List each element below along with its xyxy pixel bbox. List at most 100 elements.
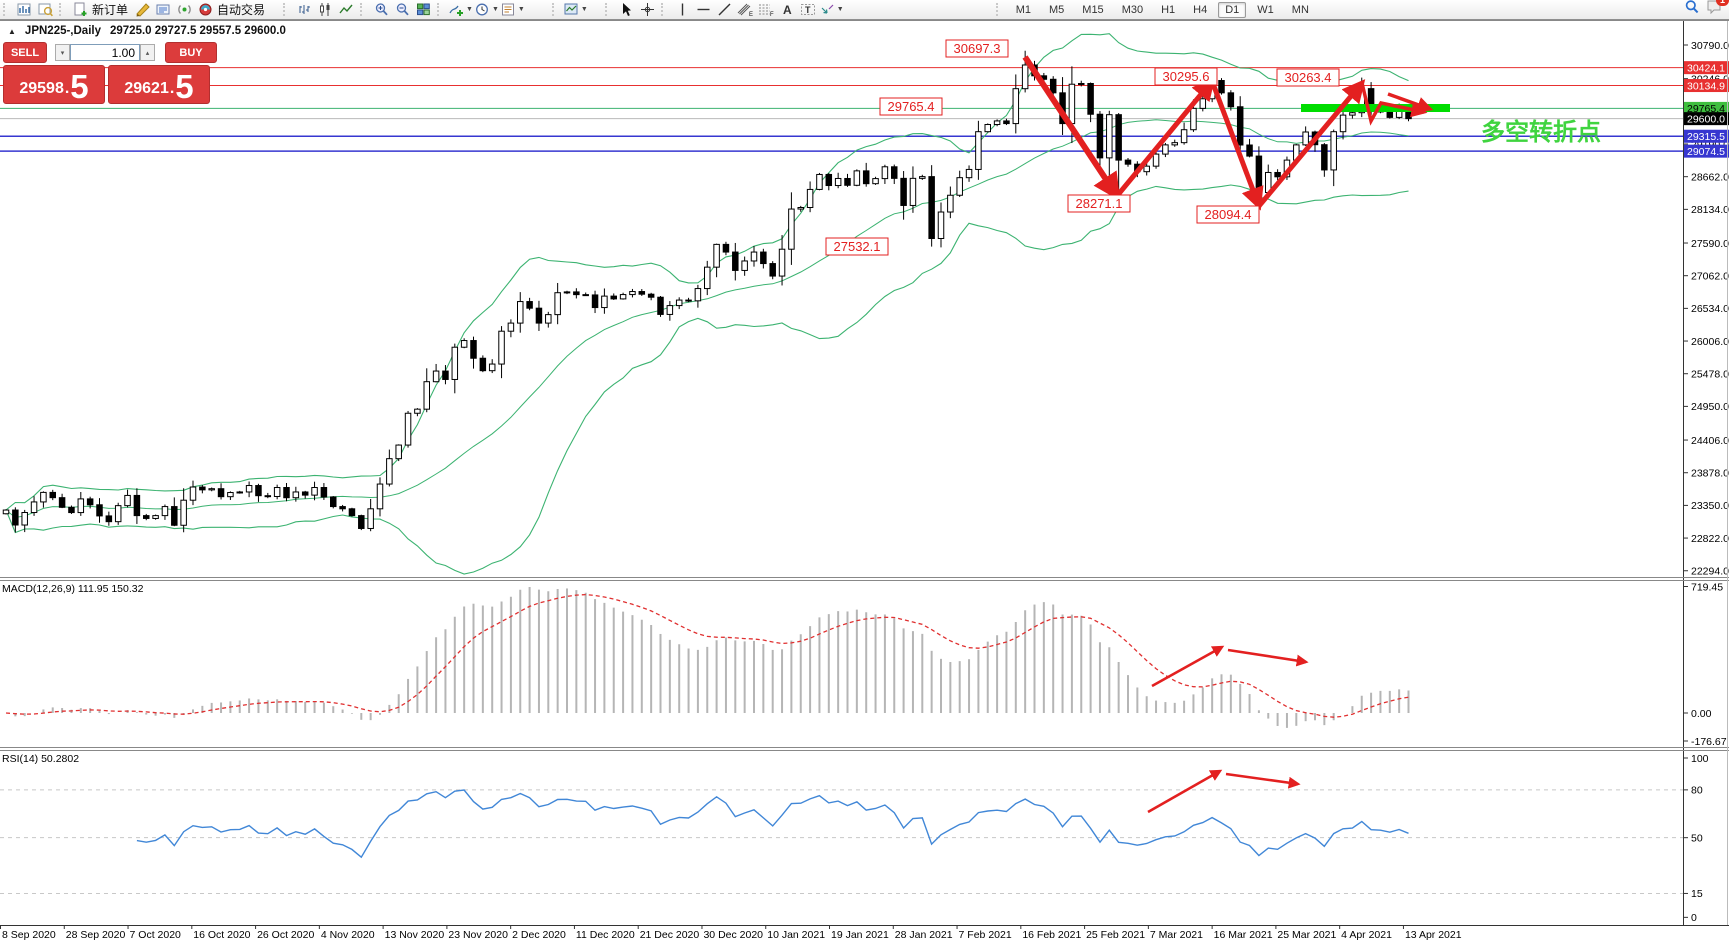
new-chart-icon[interactable]	[14, 1, 35, 18]
text-tool-icon[interactable]: A	[782, 2, 792, 17]
svg-text:0: 0	[1691, 912, 1697, 924]
indicators-icon[interactable]: ▼	[448, 1, 474, 18]
trendline-tool-icon[interactable]	[714, 1, 735, 18]
axis-price-badge	[1684, 144, 1729, 158]
signal-icon[interactable]	[174, 1, 195, 18]
date-tick-label: 26 Oct 2020	[257, 929, 314, 941]
tab-timeframe-d1[interactable]: D1	[1218, 1, 1247, 18]
buy-price-pip: 5	[175, 67, 194, 105]
svg-text:29315.5: 29315.5	[1687, 131, 1725, 143]
toolbar-grip	[995, 3, 1004, 16]
tab-timeframe-w1[interactable]: W1	[1257, 3, 1274, 16]
svg-text:15: 15	[1691, 888, 1703, 900]
buy-price-box[interactable]: 29621. 5	[108, 65, 210, 104]
main-toolbar: 新订单 自动交易 ▼ ▼ ▼	[0, 0, 1729, 20]
tab-timeframe-m15[interactable]: M15	[1082, 3, 1104, 16]
trend-arrow	[1209, 80, 1264, 211]
cursor-icon[interactable]	[616, 1, 637, 18]
tab-timeframe-m5[interactable]: M5	[1049, 3, 1065, 16]
volume-input[interactable]	[70, 44, 140, 61]
trend-arrow	[1022, 55, 1121, 202]
arrows-tool-icon[interactable]: ▼	[819, 1, 845, 18]
zoom-in-icon[interactable]	[371, 1, 392, 18]
toolbar-grip	[551, 3, 560, 16]
svg-text:F: F	[770, 12, 774, 17]
svg-text:24950.0: 24950.0	[1691, 401, 1729, 413]
axis-price-badge	[1684, 79, 1729, 93]
tab-timeframe-mn[interactable]: MN	[1291, 3, 1309, 16]
sell-price-dot: .	[64, 80, 70, 97]
date-tick-label: 28 Jan 2021	[895, 929, 953, 941]
svg-text:28134.0: 28134.0	[1691, 204, 1729, 216]
date-tick-label: 10 Jan 2021	[767, 929, 825, 941]
trend-arrow	[1115, 77, 1216, 198]
tile-windows-icon[interactable]	[413, 1, 434, 18]
date-tick-label: 13 Nov 2020	[385, 929, 445, 941]
terminal-icon[interactable]	[153, 1, 174, 18]
sell-price: 29598	[19, 80, 64, 97]
tab-timeframe-h4[interactable]: H4	[1193, 3, 1208, 16]
chart-profile-icon[interactable]: ▼	[563, 1, 589, 18]
annotation-text: 多空转折点	[1481, 118, 1601, 146]
search-icon[interactable]	[1684, 0, 1700, 20]
svg-text:29600.0: 29600.0	[1687, 113, 1725, 125]
horizontal-line-tool-icon[interactable]	[693, 1, 714, 18]
volume-increase-button[interactable]: ▴	[140, 44, 155, 61]
notifications-icon[interactable]: 1	[1706, 0, 1729, 20]
candlestick-chart-type-icon[interactable]	[315, 1, 336, 18]
main-pane-layer: 多空转折点	[2, 33, 1601, 575]
fibonacci-tool-icon[interactable]: F	[756, 1, 777, 18]
date-tick-label: 16 Oct 2020	[193, 929, 250, 941]
svg-text:23350.0: 23350.0	[1691, 500, 1729, 512]
one-click-trading-panel: SELL ▾ ▴ BUY 29598.5 29621.5	[3, 42, 217, 104]
sell-price-pip: 5	[70, 67, 89, 105]
periods-icon[interactable]: ▼	[474, 1, 500, 18]
line-chart-type-icon[interactable]	[336, 1, 357, 18]
date-tick-label: 8 Sep 2020	[2, 929, 56, 941]
crosshair-icon[interactable]	[637, 1, 658, 18]
autotrade-icon[interactable]	[195, 1, 216, 18]
vertical-line-tool-icon[interactable]	[672, 1, 693, 18]
bar-chart-type-icon[interactable]	[294, 1, 315, 18]
templates-icon[interactable]: ▼	[500, 1, 526, 18]
axis-price-badge	[1684, 129, 1729, 143]
svg-text:E: E	[749, 12, 753, 17]
svg-text:-176.67: -176.67	[1691, 736, 1727, 748]
svg-text:30263.4: 30263.4	[1285, 70, 1332, 85]
svg-text:30424.1: 30424.1	[1687, 62, 1725, 74]
profiles-window-icon[interactable]	[35, 1, 56, 18]
svg-text:28271.1: 28271.1	[1076, 196, 1123, 211]
editor-icon[interactable]	[132, 1, 153, 18]
axis-price-badge	[1684, 61, 1729, 75]
svg-text:80: 80	[1691, 785, 1703, 797]
date-tick-label: 23 Nov 2020	[448, 929, 508, 941]
channel-tool-icon[interactable]: E	[735, 1, 756, 18]
buy-button[interactable]: BUY	[165, 42, 217, 63]
volume-decrease-button[interactable]: ▾	[55, 44, 70, 61]
svg-text:29765.4: 29765.4	[888, 99, 935, 114]
trend-arrow	[1387, 92, 1434, 113]
window-collapse-icon[interactable]: ▲	[8, 26, 16, 36]
label-tool-icon[interactable]: T	[798, 1, 819, 18]
rsi-pane-layer	[136, 769, 1409, 859]
svg-text:27532.1: 27532.1	[834, 239, 881, 254]
date-tick-label: 7 Oct 2020	[130, 929, 182, 941]
svg-text:30134.9: 30134.9	[1687, 80, 1725, 92]
tab-timeframe-h1[interactable]: H1	[1161, 3, 1176, 16]
price-callout	[945, 39, 1009, 58]
tab-timeframe-m1[interactable]: M1	[1015, 3, 1031, 16]
new-order-label[interactable]: 新订单	[92, 3, 129, 17]
sell-price-box[interactable]: 29598. 5	[3, 65, 105, 104]
timeframe-bar: M1 M5 M15 M30 H1 H4 D1 W1 MN	[993, 1, 1318, 18]
axis-price-badge	[1684, 112, 1729, 126]
zoom-out-icon[interactable]	[392, 1, 413, 18]
new-order-icon[interactable]	[70, 1, 91, 18]
toolbar-grip	[360, 3, 368, 16]
tab-timeframe-m30[interactable]: M30	[1121, 3, 1144, 16]
sell-button[interactable]: SELL	[3, 42, 47, 63]
toolbar-grip	[604, 3, 613, 16]
svg-text:26534.0: 26534.0	[1691, 303, 1729, 315]
auto-trade-label[interactable]: 自动交易	[217, 3, 266, 17]
